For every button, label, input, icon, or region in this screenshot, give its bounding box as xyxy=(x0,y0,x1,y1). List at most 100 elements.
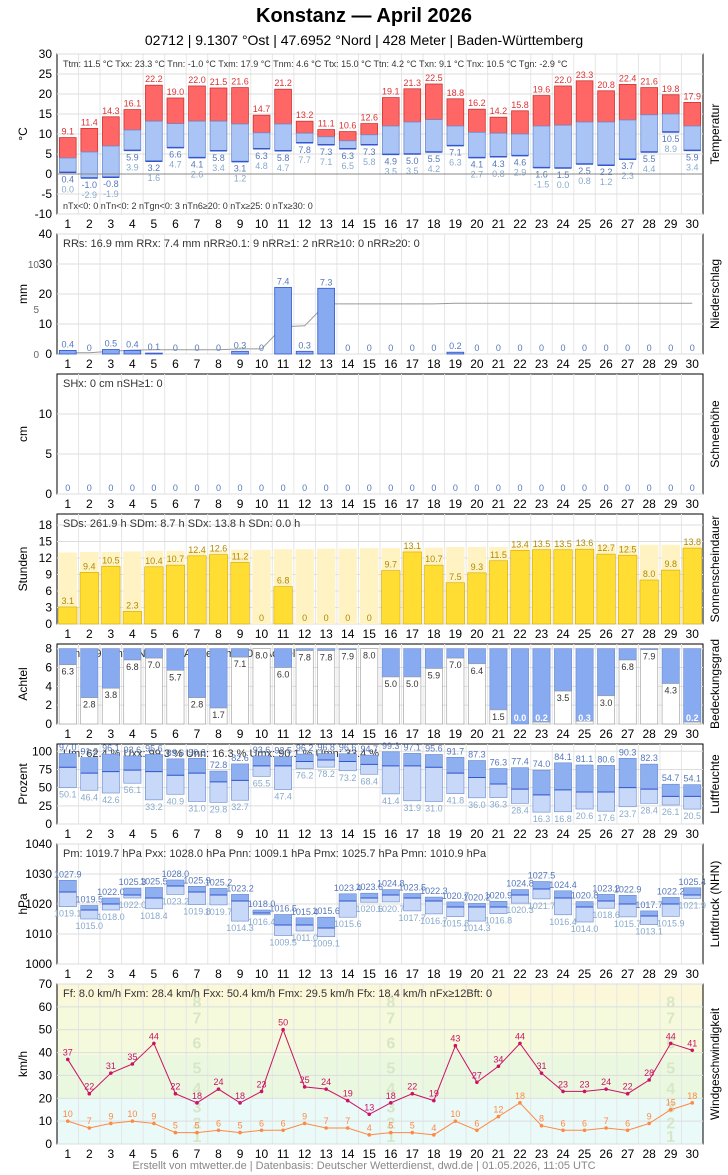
pressure-min-label: 1016.7 xyxy=(420,916,448,926)
tmean-bar xyxy=(554,124,572,169)
beaufort-label: 4 xyxy=(193,1081,202,1098)
cloud-bar xyxy=(424,668,443,725)
humidity-lower-bar xyxy=(317,759,336,768)
gust-point xyxy=(582,1089,587,1094)
gust-label: 37 xyxy=(63,1047,73,1057)
tmin-label: 5.9 xyxy=(686,152,699,162)
x-tick-label: 13 xyxy=(319,967,333,981)
x-tick-label: 7 xyxy=(194,727,201,741)
sun-possible-bar xyxy=(295,549,314,624)
tmax-bar xyxy=(317,129,335,138)
x-tick-label: 10 xyxy=(255,627,269,641)
y-tick-label: 5 xyxy=(45,447,52,461)
tmax-label: 16.2 xyxy=(468,98,486,108)
gust-label: 24 xyxy=(213,1077,223,1087)
x-tick-label: 10 xyxy=(255,727,269,741)
tmax-bar xyxy=(511,110,529,135)
tmin-label: 4.3 xyxy=(492,159,505,169)
mean-wind-label: 10 xyxy=(127,1109,137,1119)
tground-label: 0.8 xyxy=(578,176,591,186)
gust-point xyxy=(432,1098,436,1103)
mean-wind-label: 12 xyxy=(493,1105,503,1115)
x-tick-label: 25 xyxy=(578,1147,592,1161)
pressure-lower-bar xyxy=(403,897,422,912)
sun-label: 8.0 xyxy=(643,569,656,579)
sun-bar xyxy=(661,569,681,625)
sun-label: 0 xyxy=(367,613,372,623)
gust-point xyxy=(625,1091,630,1096)
x-tick-label: 1 xyxy=(64,967,71,981)
x-tick-label: 10 xyxy=(255,497,269,511)
panel-name: Bedeckungsgrad xyxy=(708,639,722,729)
stats-line: SHx: 0 cm nSH≥1: 0 xyxy=(63,378,163,390)
gust-point xyxy=(238,1101,242,1105)
humidity-lower-bar xyxy=(532,794,551,813)
tmean-bar xyxy=(511,133,529,157)
x-tick-label: 12 xyxy=(298,967,312,981)
tmin-label: 7.3 xyxy=(320,147,333,157)
pressure-min-label: 1018.0 xyxy=(97,912,125,922)
tmax-label: 21.2 xyxy=(274,78,292,88)
tground-label: 0.0 xyxy=(557,180,570,190)
x-tick-label: 12 xyxy=(298,727,312,741)
beaufort-label: 5 xyxy=(193,1061,202,1078)
sun-bar xyxy=(553,549,573,625)
x-tick-label: 21 xyxy=(492,627,506,641)
tmax-bar xyxy=(532,95,551,127)
tmin-label: 5.8 xyxy=(212,153,225,163)
tground-label: 2.6 xyxy=(191,170,204,180)
pressure-min-label: 1018.4 xyxy=(140,911,168,921)
x-tick-label: 6 xyxy=(172,1147,179,1161)
snow-label: 0 xyxy=(604,483,609,493)
humidity-upper-bar xyxy=(381,751,400,767)
y-tick-label: 9 xyxy=(45,568,52,582)
x-tick-label: 1 xyxy=(64,727,71,741)
x-tick-label: 5 xyxy=(151,497,158,511)
mean-wind-point xyxy=(388,1130,393,1135)
humidity-max-label: 84.1 xyxy=(554,752,572,762)
tmax-bar xyxy=(188,85,206,122)
gust-point xyxy=(388,1101,393,1105)
x-tick-label: 28 xyxy=(642,967,656,981)
beaufort-label: 8 xyxy=(666,994,675,1011)
cloud-label: 5.7 xyxy=(169,672,182,682)
gust-point xyxy=(539,1071,544,1075)
sun-bar xyxy=(402,551,422,625)
x-tick-label: 26 xyxy=(599,357,613,371)
clear-part-bar xyxy=(683,648,702,723)
beaufort-label: 5 xyxy=(386,1061,395,1078)
x-tick-label: 20 xyxy=(470,627,484,641)
panel-name: Niederschlag xyxy=(708,259,722,329)
humidity-min-label: 28.4 xyxy=(640,805,658,815)
pressure-upper-bar xyxy=(274,914,293,926)
x-tick-label: 5 xyxy=(151,967,158,981)
pressure-upper-bar xyxy=(231,894,249,902)
panel-name: Windgeschwindigkeit xyxy=(708,1007,722,1120)
pressure-min-label: 1019.7 xyxy=(205,907,233,917)
x-tick-label: 21 xyxy=(492,217,506,231)
sun-bar xyxy=(165,564,185,625)
tground-label: 1.2 xyxy=(600,177,613,187)
humidity-lower-bar xyxy=(101,771,120,794)
x-tick-label: 6 xyxy=(172,727,179,741)
y-axis-label: mm xyxy=(16,284,30,304)
x-tick-label: 29 xyxy=(664,827,678,841)
y-tick-label: 2 xyxy=(45,698,52,712)
precip-label: 0 xyxy=(625,343,630,353)
x-tick-label: 15 xyxy=(363,497,377,511)
x-tick-label: 18 xyxy=(427,497,441,511)
humidity-max-label: 91.2 xyxy=(81,747,99,757)
tmean-bar xyxy=(446,125,465,147)
footer-credit: Erstellt von mtwetter.de | Datenbasis: D… xyxy=(132,1160,596,1172)
mean-wind-point xyxy=(518,1101,522,1105)
gust-point xyxy=(302,1085,307,1089)
pressure-lower-bar xyxy=(360,897,379,903)
humidity-min-label: 28.4 xyxy=(511,805,529,815)
tmean-bar xyxy=(209,120,228,152)
x-tick-label: 16 xyxy=(384,967,398,981)
pressure-max-label: 1020.9 xyxy=(485,890,513,900)
tmean-bar xyxy=(360,134,379,146)
pressure-min-label: 1014.3 xyxy=(226,923,254,933)
y-axis-label: km/h xyxy=(16,1051,30,1077)
pressure-lower-bar xyxy=(618,903,637,918)
